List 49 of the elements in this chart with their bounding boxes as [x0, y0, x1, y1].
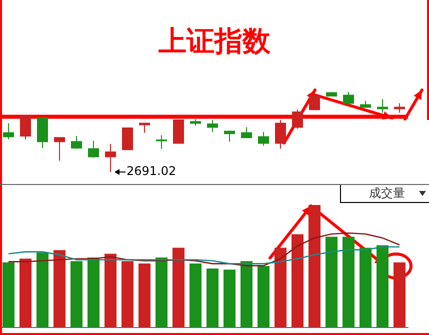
- bar: [138, 264, 150, 327]
- bar: [172, 248, 184, 327]
- bar: [394, 262, 406, 327]
- bar: [206, 268, 218, 327]
- bar: [190, 264, 202, 327]
- bar: [156, 257, 168, 327]
- bar: [292, 234, 304, 327]
- bar: [104, 254, 116, 327]
- candlestick: [71, 136, 82, 150]
- bar: [122, 261, 134, 327]
- bar: [20, 258, 32, 327]
- bar: [88, 257, 100, 327]
- bar: [376, 245, 388, 327]
- candlestick: [207, 120, 218, 132]
- bar: [308, 205, 320, 327]
- candlestick: [360, 100, 371, 108]
- candlestick: [258, 132, 269, 146]
- candlestick: [88, 140, 99, 158]
- candlestick: [3, 122, 14, 140]
- bar: [224, 270, 236, 327]
- bar: [258, 266, 270, 327]
- candlestick: [37, 117, 48, 148]
- candlestick: [190, 118, 201, 126]
- bar: [54, 250, 66, 327]
- chart-title: 上证指数: [158, 24, 272, 58]
- candlestick: [156, 134, 167, 150]
- candlestick: [122, 128, 133, 150]
- candlestick: [275, 120, 286, 150]
- candlestick: [139, 122, 150, 134]
- bar: [2, 262, 14, 327]
- candlestick: [173, 120, 184, 144]
- candlestick: [377, 98, 388, 114]
- candlestick: [343, 92, 354, 106]
- bar: [274, 248, 286, 327]
- candlestick: [326, 92, 337, 96]
- candlestick: [241, 126, 252, 138]
- candlestick: [54, 137, 65, 162]
- candlestick: [394, 102, 405, 114]
- bar: [342, 236, 354, 327]
- bar: [240, 261, 252, 327]
- candlestick: [224, 130, 235, 142]
- bar: [70, 261, 82, 327]
- bar: [360, 248, 372, 327]
- annotation: 2691.02: [126, 164, 176, 178]
- bar: [36, 252, 48, 327]
- bar: [326, 236, 338, 327]
- text: 成交量: [369, 185, 405, 202]
- candlestick: [292, 109, 303, 130]
- candlestick: [20, 116, 31, 140]
